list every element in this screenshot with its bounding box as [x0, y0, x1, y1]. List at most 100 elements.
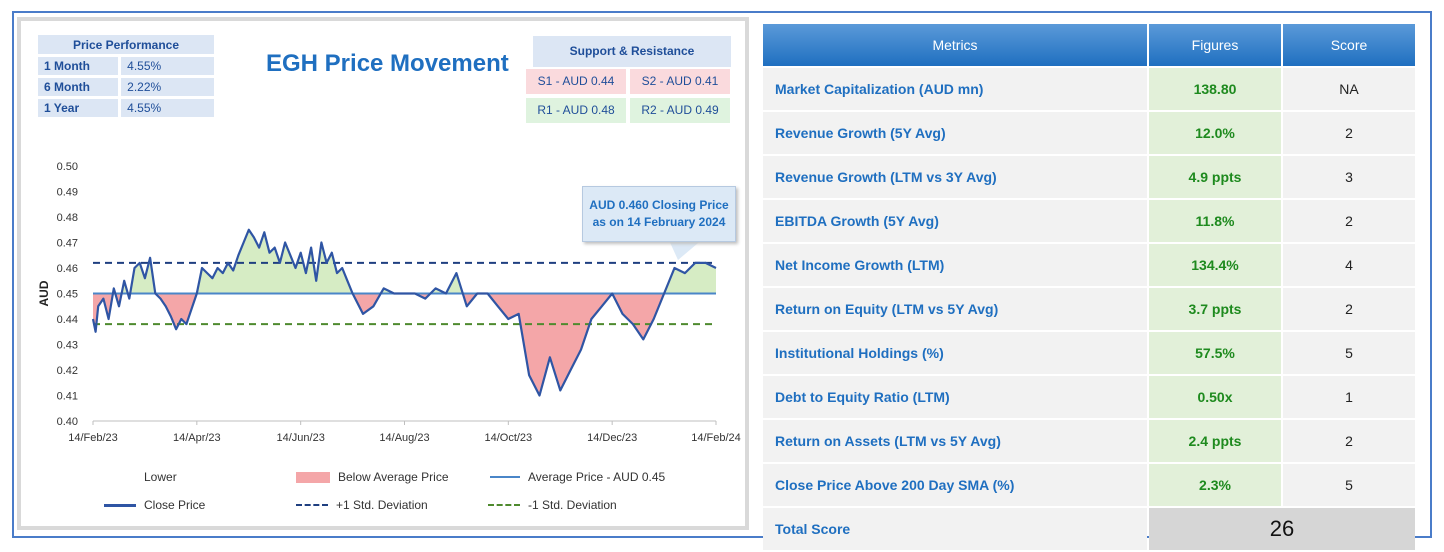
metrics-header-figures: Figures: [1149, 24, 1281, 66]
metric-figure: 2.3%: [1149, 464, 1281, 506]
table-row: Revenue Growth (LTM vs 3Y Avg) 4.9 ppts 3: [763, 156, 1415, 198]
metric-name: Institutional Holdings (%): [763, 332, 1147, 374]
metrics-header-score: Score: [1283, 24, 1415, 66]
x-tick-label: 14/Oct/23: [484, 432, 532, 444]
metric-name: Close Price Above 200 Day SMA (%): [763, 464, 1147, 506]
metric-figure: 138.80: [1149, 68, 1281, 110]
metric-name: Revenue Growth (5Y Avg): [763, 112, 1147, 154]
x-tick-label: 14/Aug/23: [379, 432, 429, 444]
legend-minus-sd-label: -1 Std. Deviation: [528, 498, 617, 512]
support-s1: S1 - AUD 0.44: [526, 69, 626, 94]
x-tick-label: 14/Feb/24: [691, 432, 741, 444]
legend-average: Average Price - AUD 0.45: [490, 470, 665, 484]
perf-label-1m: 1 Month: [38, 57, 119, 75]
legend-plus-sd-label: +1 Std. Deviation: [336, 498, 428, 512]
metric-figure: 3.7 ppts: [1149, 288, 1281, 330]
resistance-r2: R2 - AUD 0.49: [630, 98, 730, 123]
table-row: Return on Assets (LTM vs 5Y Avg) 2.4 ppts…: [763, 420, 1415, 462]
x-tick-label: 14/Dec/23: [587, 432, 637, 444]
y-tick-label: 0.42: [57, 365, 78, 377]
table-row: Market Capitalization (AUD mn) 138.80 NA: [763, 68, 1415, 110]
metric-name: Net Income Growth (LTM): [763, 244, 1147, 286]
price-performance-header: Price Performance: [38, 35, 214, 54]
legend-lower: Lower: [144, 470, 177, 484]
legend-lower-label: Lower: [144, 470, 177, 484]
metric-figure: 0.50x: [1149, 376, 1281, 418]
metric-score: 3: [1283, 156, 1415, 198]
callout-pointer: [668, 238, 704, 260]
y-tick-label: 0.43: [57, 340, 78, 352]
closing-price-callout: AUD 0.460 Closing Price as on 14 Februar…: [582, 186, 736, 242]
total-score-value: 26: [1149, 508, 1415, 550]
callout-line-2: as on 14 February 2024: [592, 215, 726, 229]
y-tick-label: 0.46: [57, 263, 78, 275]
metric-figure: 2.4 ppts: [1149, 420, 1281, 462]
table-row: Return on Equity (LTM vs 5Y Avg) 3.7 ppts…: [763, 288, 1415, 330]
support-resistance-header: Support & Resistance: [533, 36, 731, 67]
legend-close: Close Price: [104, 498, 205, 512]
table-row: Net Income Growth (LTM) 134.4% 4: [763, 244, 1415, 286]
y-tick-label: 0.49: [57, 187, 78, 199]
legend-average-swatch: [490, 476, 520, 478]
metric-score: 4: [1283, 244, 1415, 286]
table-row: EBITDA Growth (5Y Avg) 11.8% 2: [763, 200, 1415, 242]
x-tick-label: 14/Jun/23: [277, 432, 325, 444]
y-tick-label: 0.47: [57, 238, 78, 250]
resistance-r1: R1 - AUD 0.48: [526, 98, 626, 123]
chart-title: EGH Price Movement: [266, 50, 509, 77]
table-row: Close Price Above 200 Day SMA (%) 2.3% 5: [763, 464, 1415, 506]
legend-minus-sd: -1 Std. Deviation: [488, 498, 617, 512]
y-tick-label: 0.45: [57, 289, 78, 301]
perf-value-1m: 4.55%: [121, 57, 214, 75]
legend-plus-sd-swatch: [296, 504, 328, 506]
metric-name: Debt to Equity Ratio (LTM): [763, 376, 1147, 418]
outer-frame: [12, 11, 1432, 538]
above-average-area: [93, 229, 716, 294]
metric-score: 1: [1283, 376, 1415, 418]
support-s2: S2 - AUD 0.41: [630, 69, 730, 94]
legend-close-swatch: [104, 503, 136, 507]
metrics-body: Market Capitalization (AUD mn) 138.80 NA R…: [763, 68, 1415, 550]
perf-label-6m: 6 Month: [38, 78, 119, 96]
total-score-label: Total Score: [763, 508, 1147, 550]
price-chart: 0.40 0.41 0.42 0.43 0.44 0.45 0.46 0.47 0.48 0.49…: [37, 161, 741, 444]
metric-score: 2: [1283, 200, 1415, 242]
metric-name: Market Capitalization (AUD mn): [763, 68, 1147, 110]
callout-line-1: AUD 0.460 Closing Price: [589, 198, 729, 212]
legend-average-label: Average Price - AUD 0.45: [528, 470, 666, 484]
legend-plus-sd: +1 Std. Deviation: [296, 498, 428, 512]
metric-name: EBITDA Growth (5Y Avg): [763, 200, 1147, 242]
metric-figure: 4.9 ppts: [1149, 156, 1281, 198]
legend-below-average-label: Below Average Price: [338, 470, 449, 484]
close-price-line: [91, 228, 717, 397]
legend-below-average-swatch: [296, 471, 330, 483]
metric-score: 2: [1283, 420, 1415, 462]
legend-below-average: Below Average Price: [296, 470, 449, 484]
metric-score: 5: [1283, 464, 1415, 506]
y-tick-label: 0.44: [57, 314, 78, 326]
metric-name: Return on Assets (LTM vs 5Y Avg): [763, 420, 1147, 462]
metric-figure: 11.8%: [1149, 200, 1281, 242]
y-tick-label: 0.40: [57, 416, 78, 428]
legend-close-label: Close Price: [144, 498, 206, 512]
x-tick-label: 14/Apr/23: [173, 432, 221, 444]
metric-figure: 12.0%: [1149, 112, 1281, 154]
metric-score: NA: [1283, 68, 1415, 110]
metrics-header-metrics: Metrics: [763, 24, 1147, 66]
table-row: Institutional Holdings (%) 57.5% 5: [763, 332, 1415, 374]
metric-name: Revenue Growth (LTM vs 3Y Avg): [763, 156, 1147, 198]
total-row: Total Score 26: [763, 508, 1415, 550]
perf-label-1y: 1 Year: [38, 99, 119, 117]
y-tick-label: 0.41: [57, 391, 78, 403]
price-performance-table: Price Performance 1 Month 4.55% 6 Month …: [35, 32, 217, 120]
y-axis-label: AUD: [37, 280, 51, 306]
y-tick-label: 0.50: [57, 161, 78, 173]
table-row: Debt to Equity Ratio (LTM) 0.50x 1: [763, 376, 1415, 418]
y-tick-label: 0.48: [57, 212, 78, 224]
metric-name: Return on Equity (LTM vs 5Y Avg): [763, 288, 1147, 330]
below-average-area: [93, 293, 716, 396]
table-row: Revenue Growth (5Y Avg) 12.0% 2: [763, 112, 1415, 154]
metric-figure: 134.4%: [1149, 244, 1281, 286]
metric-score: 2: [1283, 288, 1415, 330]
metric-score: 2: [1283, 112, 1415, 154]
